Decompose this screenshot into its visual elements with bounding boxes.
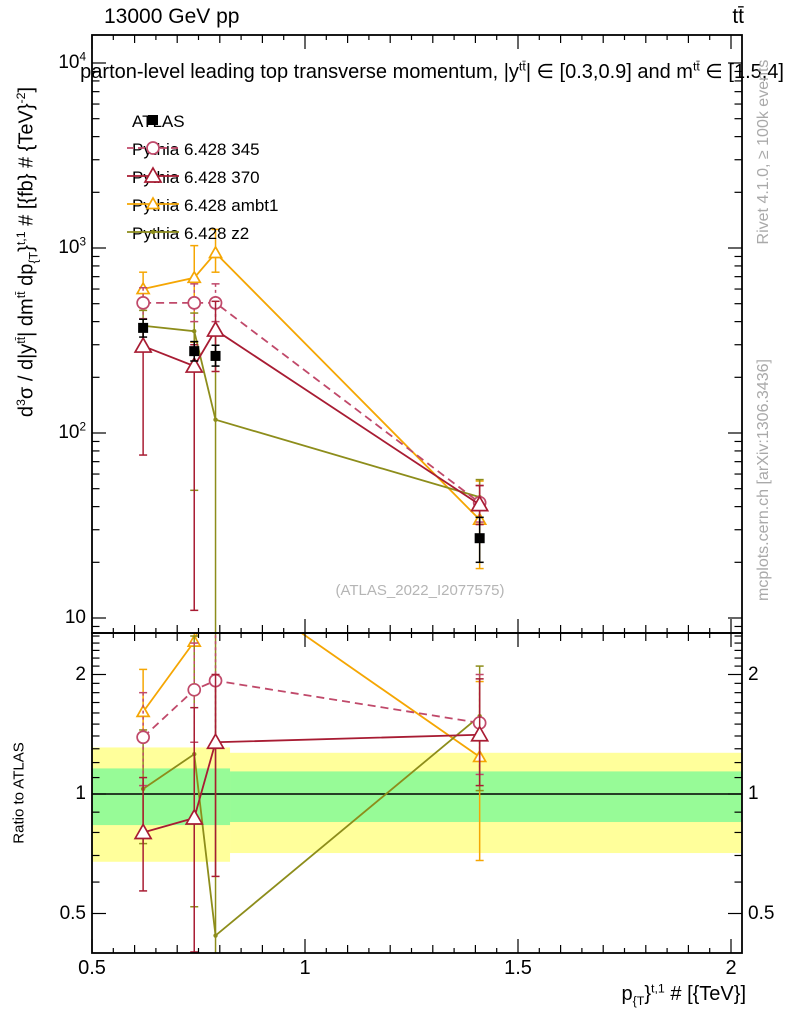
ratio-tick-label: 0.5 (59, 902, 86, 924)
series-pythia-6-428-370 (133, 300, 490, 612)
legend-marker-icon (127, 229, 179, 235)
plot-title: parton-level leading top transverse mome… (80, 59, 784, 83)
process-title: tt̄ (732, 5, 744, 28)
legend-item-pythia-6-428-z2: Pythia 6.428 z2 (124, 220, 249, 248)
legend-marker-icon (127, 196, 179, 210)
beam-energy-title: 13000 GeV pp (104, 5, 240, 28)
y-tick-label: 103 (58, 235, 86, 258)
legend-item-label: Pythia 6.428 370 (132, 168, 260, 187)
series-pythia-6-428-370 (133, 673, 490, 953)
analysis-watermark: (ATLAS_2022_I2077575) (335, 582, 505, 599)
legend-item-label: Pythia 6.428 z2 (132, 224, 250, 243)
legend-item-pythia-6-428-345: Pythia 6.428 345 (124, 136, 260, 164)
ratio-uncertainty-bands (92, 747, 742, 862)
x-tick-label: 1.5 (504, 957, 532, 979)
legend-item-label: Pythia 6.428 ambt1 (132, 196, 279, 215)
ratio-y-axis-label: Ratio to ATLAS (10, 742, 28, 844)
y-tick-label: 10 (64, 607, 86, 628)
rivet-version-label: Rivet 4.1.0, ≥ 100k events (755, 59, 772, 245)
panel-frames-and-ticks (91, 34, 743, 954)
ratio-tick-label: 1 (75, 783, 86, 804)
ratio-tick-label: 2 (75, 663, 86, 685)
ratio-tick-label: 2 (748, 663, 759, 685)
y-tick-label: 102 (58, 420, 86, 443)
x-axis-label: p{T}t,1 # [{TeV}] (621, 981, 746, 1008)
ratio-tick-label: 0.5 (748, 902, 775, 924)
legend-marker-icon (127, 166, 179, 183)
x-tick-label: 1 (299, 957, 311, 979)
legend-item-label: Pythia 6.428 345 (132, 140, 260, 159)
x-tick-label: 2 (725, 957, 737, 979)
legend-item-pythia-6-428-ambt1: Pythia 6.428 ambt1 (124, 192, 278, 220)
x-tick-label: 0.5 (78, 957, 106, 979)
mcplots-credit-label: mcplots.cern.ch [arXiv:1306.3436] (755, 359, 772, 601)
legend-item-label: ATLAS (132, 112, 185, 131)
y-tick-label: 104 (58, 50, 86, 73)
green-band (230, 771, 742, 823)
main-series (133, 228, 490, 633)
series-pythia-6-428-ambt1 (135, 228, 488, 570)
series-atlas (138, 318, 485, 564)
legend-marker-icon (148, 115, 158, 125)
ratio-series (133, 633, 490, 953)
legend-marker-icon (127, 141, 179, 155)
legend-item-pythia-6-428-370: Pythia 6.428 370 (124, 164, 260, 192)
green-band (92, 768, 231, 826)
series-pythia-6-428-345 (136, 283, 487, 523)
legend-item-atlas: ATLAS (124, 108, 185, 136)
ratio-tick-label: 1 (748, 783, 759, 804)
